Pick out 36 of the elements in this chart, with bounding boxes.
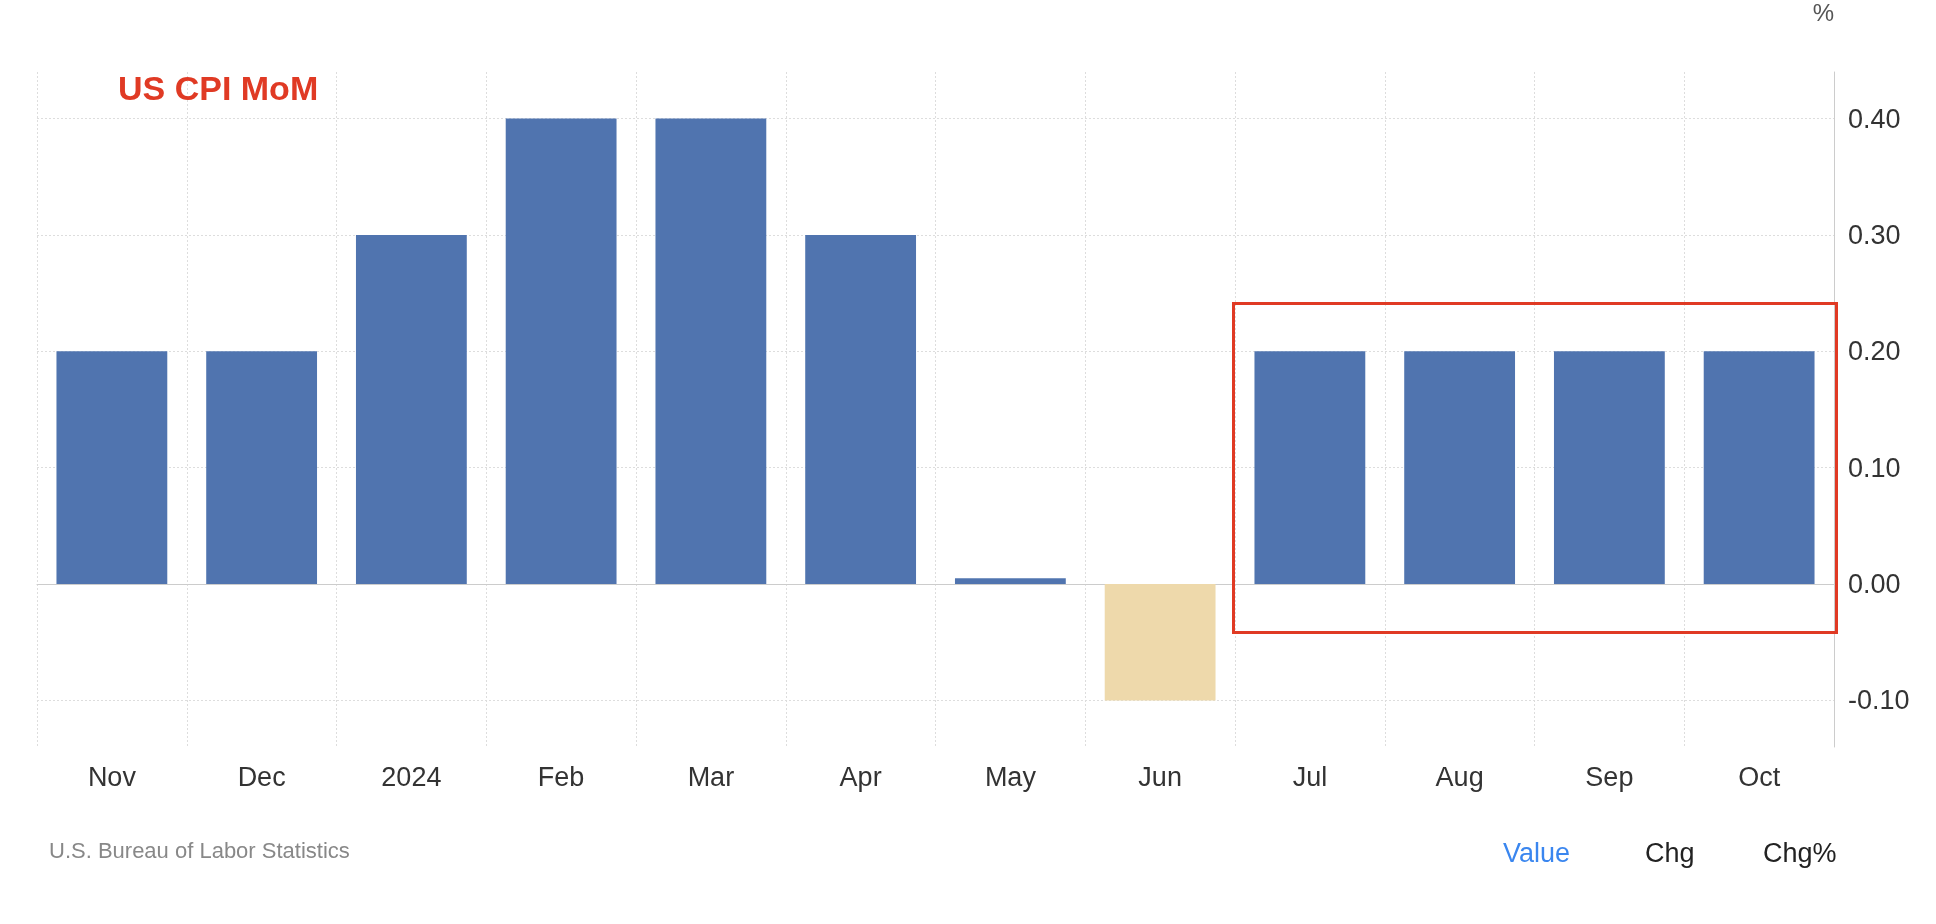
chart-title: US CPI MoM — [118, 69, 319, 107]
x-tick-label: Aug — [1435, 761, 1484, 792]
y-tick-label: 0.20 — [1848, 336, 1901, 367]
x-tick-label: Sep — [1585, 761, 1634, 792]
bar — [1254, 351, 1366, 585]
bar — [206, 351, 318, 585]
bar — [655, 118, 767, 585]
bar — [1553, 351, 1665, 585]
x-tick-label: Dec — [237, 761, 286, 792]
bar — [1404, 351, 1516, 585]
text: U.S. Bureau of Labor Statistics — [49, 838, 350, 864]
x-tick-label: Oct — [1738, 761, 1781, 792]
bar — [505, 118, 617, 585]
bar — [1104, 584, 1216, 701]
text: Chg — [1645, 838, 1695, 869]
x-tick-label: Jun — [1138, 761, 1182, 792]
bar — [56, 351, 168, 585]
x-tick-label: Jul — [1292, 761, 1328, 792]
x-tick-label: 2024 — [381, 761, 442, 792]
y-axis-title: % — [1812, 0, 1834, 26]
x-tick-label: May — [984, 761, 1037, 792]
y-tick-label: 0.10 — [1848, 452, 1901, 483]
bar — [954, 578, 1066, 585]
x-tick-label: Feb — [537, 761, 585, 792]
bar — [805, 234, 917, 585]
x-tick-label: Mar — [687, 761, 735, 792]
y-tick-label: 0.00 — [1848, 569, 1901, 600]
bar — [355, 234, 467, 585]
text: Value — [1503, 838, 1571, 869]
x-tick-label: Apr — [839, 761, 882, 792]
y-tick-label: 0.40 — [1848, 103, 1901, 134]
text: Chg% — [1763, 838, 1837, 869]
bar — [1703, 351, 1815, 585]
x-tick-label: Nov — [87, 761, 137, 792]
y-tick-label: 0.30 — [1848, 219, 1901, 250]
y-tick-label: -0.10 — [1848, 685, 1910, 716]
